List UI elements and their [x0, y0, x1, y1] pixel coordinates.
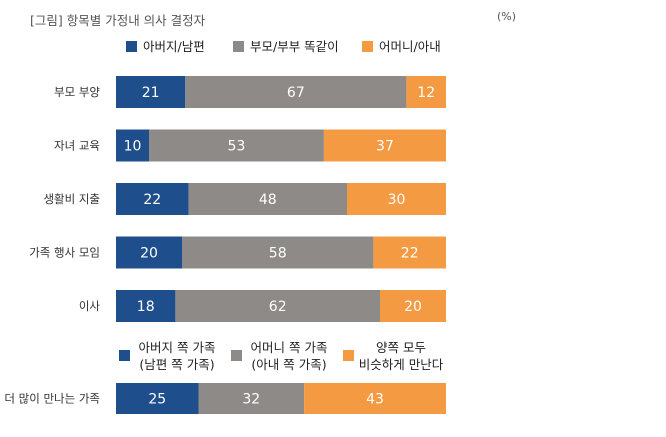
value-label-1-5-3: 20: [404, 299, 422, 315]
legend-label-2-3-line-2: 비슷하게 만난다: [359, 357, 444, 372]
value-label-2-1-3: 43: [366, 392, 384, 408]
bar-segment-2-1-3: [304, 383, 446, 414]
bar-segment-1-1-1: [116, 76, 186, 108]
bar-segment-1-5-1: [116, 290, 176, 322]
value-label-1-1-1: 21: [142, 85, 160, 101]
value-label-2-1-1: 25: [148, 392, 166, 408]
value-label-1-1-2: 67: [287, 85, 305, 101]
value-label-1-4-1: 20: [140, 246, 158, 262]
legend-swatch-1-1: [126, 41, 137, 52]
category-label-2-1: 더 많이 만나는 가족: [4, 392, 100, 406]
bar-segment-1-3-3: [347, 183, 446, 215]
category-label-1-3: 생활비 지출: [43, 192, 100, 206]
legend-swatch-2-1: [119, 350, 130, 361]
category-label-1-2: 자녀 교육: [54, 139, 100, 153]
value-label-1-2-1: 10: [124, 139, 142, 155]
legend-label-1-2: 부모/부부 똑같이: [250, 39, 339, 54]
bar-segment-1-3-1: [116, 183, 189, 215]
legend-label-1-3: 어머니/아내: [379, 39, 441, 54]
bar-segment-1-1-3: [406, 76, 446, 108]
bar-segment-1-2-2: [149, 129, 324, 162]
bar-segment-1-2-3: [323, 129, 446, 162]
bar-segment-1-1-2: [185, 76, 407, 108]
bar-segment-2-1-2: [198, 383, 305, 414]
bar-segment-1-5-3: [380, 290, 446, 322]
category-label-1-4: 가족 행사 모임: [29, 246, 100, 260]
bar-segment-1-2-1: [116, 129, 149, 162]
value-label-2-1-2: 32: [242, 392, 260, 408]
value-label-1-3-1: 22: [143, 192, 161, 208]
value-label-1-4-3: 22: [401, 246, 419, 262]
bar-segment-1-4-3: [373, 236, 446, 269]
category-label-1-5: 이사: [79, 299, 101, 313]
legend-swatch-2-3: [343, 350, 354, 361]
legend-label-2-1-line-1: 아버지 쪽 가족: [139, 340, 216, 355]
legend-label-2-2-line-2: (아내 쪽 가족): [251, 357, 326, 372]
legend-label-2-3-line-1: 양쪽 모두: [376, 340, 426, 355]
legend-label-1-1: 아버지/남편: [143, 39, 205, 54]
category-label-1-1: 부모 부양: [54, 85, 100, 99]
unit-label: (%): [497, 10, 517, 23]
legend-label-2-1-line-2: (남편 쪽 가족): [139, 357, 214, 372]
value-label-1-3-3: 30: [388, 192, 406, 208]
legend-swatch-1-3: [362, 41, 373, 52]
value-label-1-2-3: 37: [376, 139, 394, 155]
legend-swatch-2-2: [231, 350, 242, 361]
value-label-1-4-2: 58: [269, 246, 287, 262]
value-label-1-1-3: 12: [417, 85, 435, 101]
value-label-1-5-1: 18: [137, 299, 155, 315]
bar-segment-1-4-1: [116, 236, 182, 269]
legend-label-2-2-line-1: 어머니 쪽 가족: [251, 340, 328, 355]
bar-segment-1-4-2: [182, 236, 374, 269]
chart-title: [그림] 항목별 가정내 의사 결정자: [30, 13, 206, 28]
bar-segment-2-1-1: [116, 383, 199, 414]
value-label-1-2-2: 53: [228, 139, 246, 155]
value-label-1-5-2: 62: [269, 299, 287, 315]
legend-swatch-1-2: [233, 41, 244, 52]
bar-segment-1-3-2: [188, 183, 347, 215]
value-label-1-3-2: 48: [259, 192, 277, 208]
bar-segment-1-5-2: [175, 290, 380, 322]
